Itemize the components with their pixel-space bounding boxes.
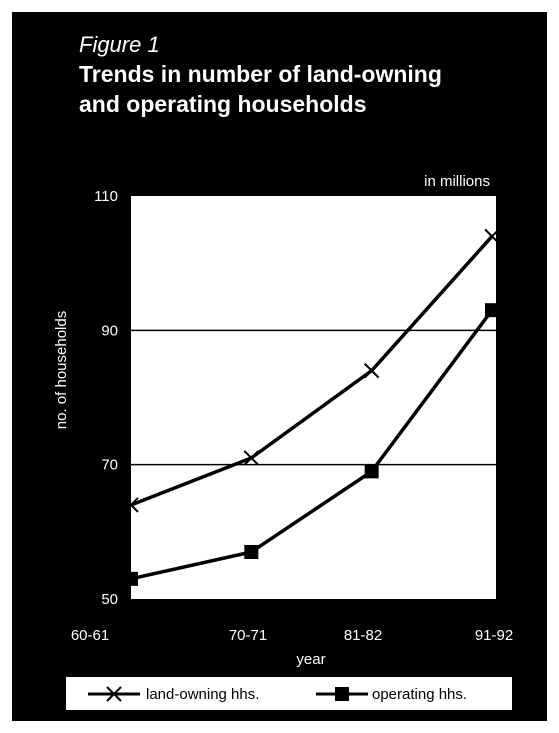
plot-area: [131, 196, 496, 599]
y-tick-label: 110: [94, 188, 118, 205]
legend-square-marker: [335, 687, 349, 701]
x-tick-label: 81-82: [344, 627, 382, 644]
x-tick-label: 60-61: [71, 627, 109, 644]
series-line-2: [130, 309, 494, 581]
y-tick-label: 70: [101, 457, 118, 474]
legend-label-1: land-owning hhs.: [146, 686, 259, 703]
figure-label: Figure 1: [79, 32, 160, 57]
x-tick-label: 70-71: [229, 627, 267, 644]
data-point-square-marker: [124, 571, 138, 586]
series-line-1: [130, 235, 494, 507]
x-tick-label: 91-92: [475, 627, 513, 644]
legend-label-2: operating hhs.: [372, 686, 467, 703]
legend-box: [66, 677, 512, 710]
unit-note: in millions: [424, 173, 490, 190]
data-point-x-marker: [363, 362, 380, 379]
data-point-square-marker: [364, 464, 379, 479]
data-point-x-marker: [123, 497, 139, 513]
data-point-x-marker: [243, 450, 260, 466]
chart-title: Trends in number of land-owning and oper…: [79, 61, 442, 117]
y-axis-title: no. of households: [53, 311, 70, 429]
data-point-square-marker: [485, 303, 499, 318]
x-axis-title: year: [296, 651, 325, 668]
y-tick-label: 90: [101, 322, 118, 339]
legend-x-marker: [106, 686, 122, 702]
data-point-square-marker: [244, 544, 259, 559]
y-tick-label: 50: [101, 591, 118, 608]
data-point-x-marker: [484, 228, 500, 245]
